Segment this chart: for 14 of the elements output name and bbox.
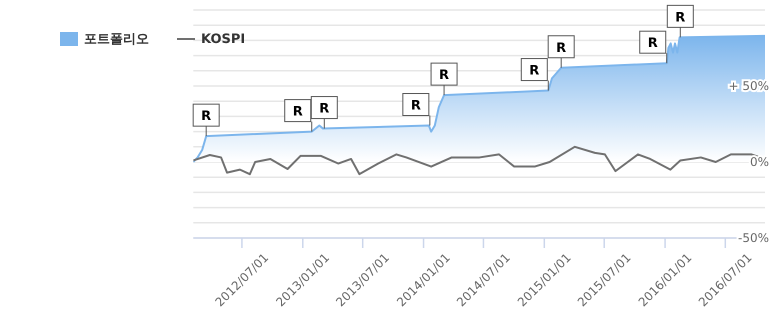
annotation: R bbox=[201, 109, 212, 124]
annotation: R bbox=[292, 104, 303, 120]
y-tick-label: + 50% bbox=[728, 79, 769, 93]
y-tick-label: 0% bbox=[750, 155, 769, 169]
annotation: R bbox=[675, 10, 686, 26]
annotation: R bbox=[319, 102, 330, 117]
annotation: R bbox=[410, 98, 421, 114]
annotation: R bbox=[556, 40, 566, 56]
annotation: R bbox=[529, 64, 540, 79]
annotation: R bbox=[648, 36, 658, 52]
y-tick-label: -50% bbox=[738, 231, 769, 245]
legend-label: 포트폴리오 bbox=[84, 31, 149, 48]
annotation: R bbox=[439, 68, 450, 84]
legend-label: KOSPI bbox=[201, 32, 246, 46]
